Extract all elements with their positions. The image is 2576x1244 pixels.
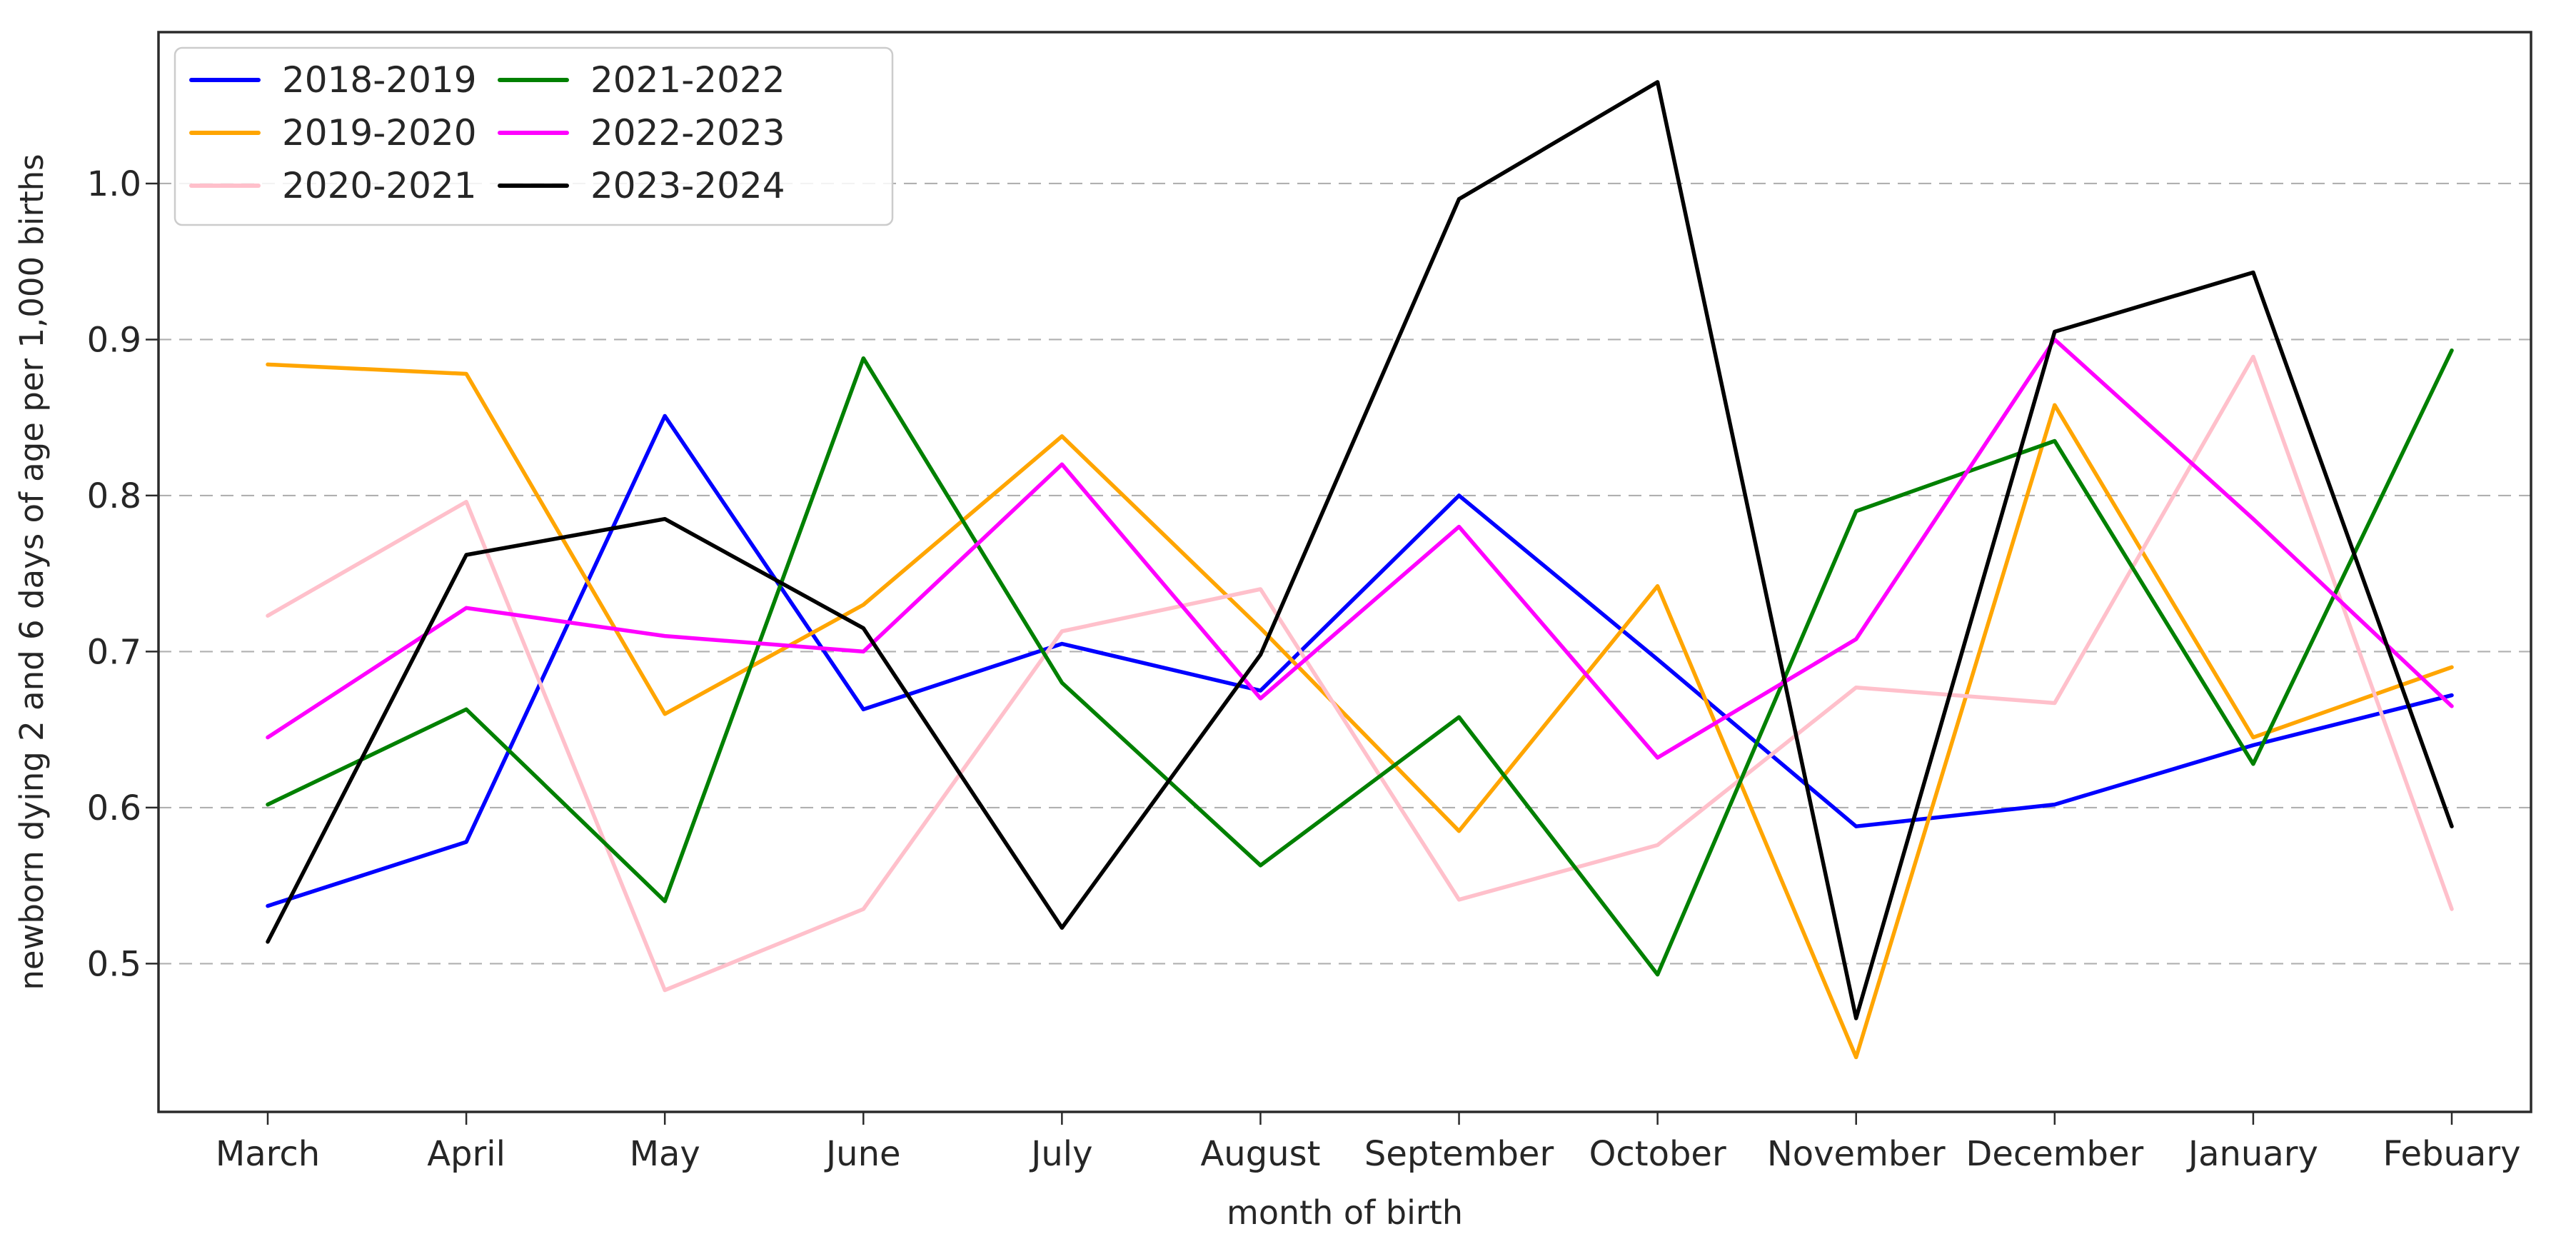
x-tick-label-March: March bbox=[216, 1134, 320, 1174]
series-line-2020-2021 bbox=[266, 354, 2454, 993]
legend-label-2020-2021: 2020-2021 bbox=[282, 165, 477, 206]
x-tick-label-May: May bbox=[630, 1134, 700, 1174]
x-tick-label-December: December bbox=[1966, 1134, 2143, 1174]
y-axis-title: newborn dying 2 and 6 days of age per 1,… bbox=[13, 154, 51, 990]
legend-label-2023-2024: 2023-2024 bbox=[590, 165, 785, 206]
y-tick-label-0.6: 0.6 bbox=[87, 788, 141, 828]
y-tick-label-0.8: 0.8 bbox=[87, 476, 141, 516]
y-tick-label-0.7: 0.7 bbox=[87, 632, 141, 672]
x-tick-label-November: November bbox=[1767, 1134, 1946, 1174]
legend-item-2019-2020: 2019-2020 bbox=[189, 112, 477, 154]
legend: 2018-2019 2019-2020 2020-2021 2021-2022 2022… bbox=[173, 46, 894, 226]
legend-item-2018-2019: 2018-2019 bbox=[189, 59, 477, 101]
series-line-2018-2019 bbox=[266, 413, 2454, 908]
plot-border bbox=[157, 31, 2532, 1113]
legend-label-2022-2023: 2022-2023 bbox=[590, 112, 785, 154]
legend-box bbox=[173, 46, 894, 226]
x-tick-label-September: September bbox=[1364, 1134, 1554, 1174]
series-line-2019-2020 bbox=[266, 362, 2454, 1060]
legend-item-2022-2023: 2022-2023 bbox=[498, 112, 785, 154]
x-tick-label-August: August bbox=[1200, 1134, 1320, 1174]
legend-item-2023-2024: 2023-2024 bbox=[498, 165, 785, 206]
series-line-2022-2023 bbox=[266, 337, 2454, 760]
x-tick-label-October: October bbox=[1589, 1134, 1726, 1174]
y-tick-label-0.9: 0.9 bbox=[87, 320, 141, 360]
y-tick-label-1.0: 1.0 bbox=[87, 164, 141, 204]
legend-label-2021-2022: 2021-2022 bbox=[590, 59, 785, 101]
y-tick-label-0.5: 0.5 bbox=[87, 944, 141, 984]
x-tick-label-Febuary: Febuary bbox=[2383, 1134, 2521, 1174]
x-axis-title: month of birth bbox=[1227, 1193, 1463, 1232]
legend-label-2019-2020: 2019-2020 bbox=[282, 112, 477, 154]
legend-item-2021-2022: 2021-2022 bbox=[498, 59, 785, 101]
x-tick-label-July: July bbox=[1029, 1134, 1092, 1174]
x-tick-label-April: April bbox=[427, 1134, 505, 1174]
x-tick-label-January: January bbox=[2186, 1134, 2318, 1174]
legend-label-2018-2019: 2018-2019 bbox=[282, 59, 477, 101]
series-line-2021-2022 bbox=[266, 348, 2454, 977]
legend-item-2020-2021: 2020-2021 bbox=[189, 165, 477, 206]
x-tick-label-June: June bbox=[824, 1134, 901, 1174]
series-line-2023-2024 bbox=[266, 80, 2454, 1020]
